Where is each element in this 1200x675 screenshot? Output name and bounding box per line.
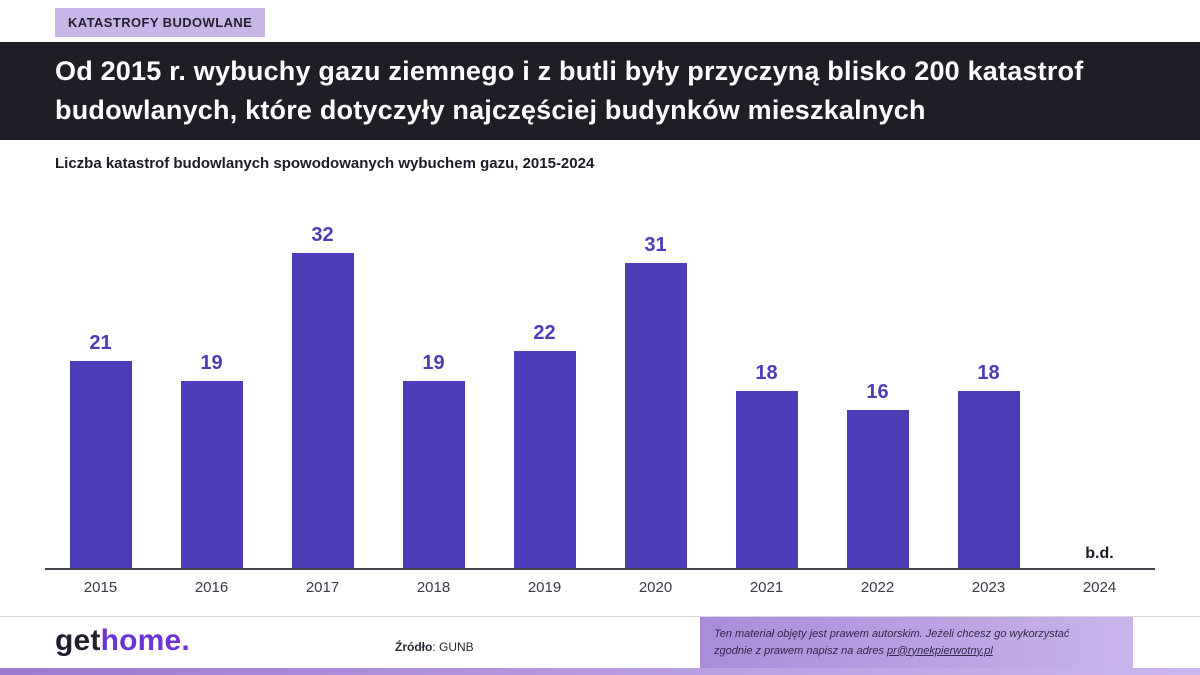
bar-chart: 21 19 32 19 22 31 18 16 18 b.d. 2015 2016 2017 2018 2… <box>45 200 1155 596</box>
bar-column: 18 <box>711 362 822 568</box>
bar <box>513 351 576 568</box>
x-axis-label: 2024 <box>1082 579 1117 596</box>
logo-part-get: get <box>55 624 101 657</box>
bar-column: 18 <box>933 362 1044 568</box>
copyright-notice: Ten materiał objęty jest prawem autorski… <box>700 617 1133 668</box>
x-axis-label: 2018 <box>416 579 451 596</box>
bar-column: 21 <box>45 332 156 568</box>
x-axis-labels: 2015 2016 2017 2018 2019 2020 2021 2022 2023 2024 <box>45 570 1155 596</box>
x-axis-label: 2022 <box>860 579 895 596</box>
bottom-accent-strip <box>0 668 1200 675</box>
headline-text: Od 2015 r. wybuchy gazu ziemnego i z but… <box>55 55 1084 125</box>
bar-value-label: 16 <box>866 381 889 403</box>
bar-column: 22 <box>489 322 600 568</box>
chart-plot-area: 21 19 32 19 22 31 18 16 18 b.d. <box>45 200 1155 570</box>
bar <box>957 391 1020 568</box>
x-axis-label: 2023 <box>971 579 1006 596</box>
copyright-line2: zgodnie z prawem napisz na adres <box>714 644 888 657</box>
logo-part-home: home. <box>100 624 190 657</box>
x-axis-label: 2020 <box>638 579 673 596</box>
copyright-line1: Ten materiał objęty jest prawem autorski… <box>714 628 1070 640</box>
bar-value-label: 18 <box>977 362 1000 384</box>
footer-divider <box>0 616 1200 617</box>
x-axis-label: 2021 <box>749 579 784 596</box>
bar-column: 16 <box>822 381 933 568</box>
bar <box>69 361 132 568</box>
source-label: Źródło <box>395 640 433 654</box>
bar-value-label: 21 <box>89 332 112 354</box>
x-axis-label: 2015 <box>83 579 118 596</box>
bar-value-label: 31 <box>644 234 667 256</box>
bar <box>624 263 687 568</box>
no-data-label: b.d. <box>1085 545 1114 562</box>
bar-value-label: 19 <box>200 352 223 374</box>
x-axis-label: 2016 <box>194 579 229 596</box>
x-axis-label: 2019 <box>527 579 562 596</box>
bar-value-label: 19 <box>422 352 445 374</box>
bar-column: 32 <box>267 224 378 568</box>
contact-email-link[interactable]: pr@rynekpierwotny.pl <box>887 644 993 657</box>
bar <box>402 381 465 568</box>
bar <box>180 381 243 568</box>
category-badge: KATASTROFY BUDOWLANE <box>55 8 266 37</box>
bar-value-label: 22 <box>533 322 556 344</box>
bar-column: 31 <box>600 234 711 568</box>
bar-value-label: 18 <box>755 362 778 384</box>
gethome-logo: gethome. <box>55 624 190 658</box>
source-note: Źródło: GUNB <box>395 640 474 654</box>
bar-column: 19 <box>378 352 489 568</box>
bar-value-label: 32 <box>311 224 334 246</box>
bar <box>735 391 798 568</box>
source-value: : GUNB <box>432 640 474 654</box>
x-axis-label: 2017 <box>305 579 340 596</box>
bar-column: 19 <box>156 352 267 568</box>
bar <box>846 410 909 568</box>
bar <box>291 253 354 568</box>
bar-column: b.d. <box>1044 545 1155 568</box>
headline-banner: Od 2015 r. wybuchy gazu ziemnego i z but… <box>0 42 1200 140</box>
chart-title: Liczba katastrof budowlanych spowodowany… <box>55 155 595 172</box>
